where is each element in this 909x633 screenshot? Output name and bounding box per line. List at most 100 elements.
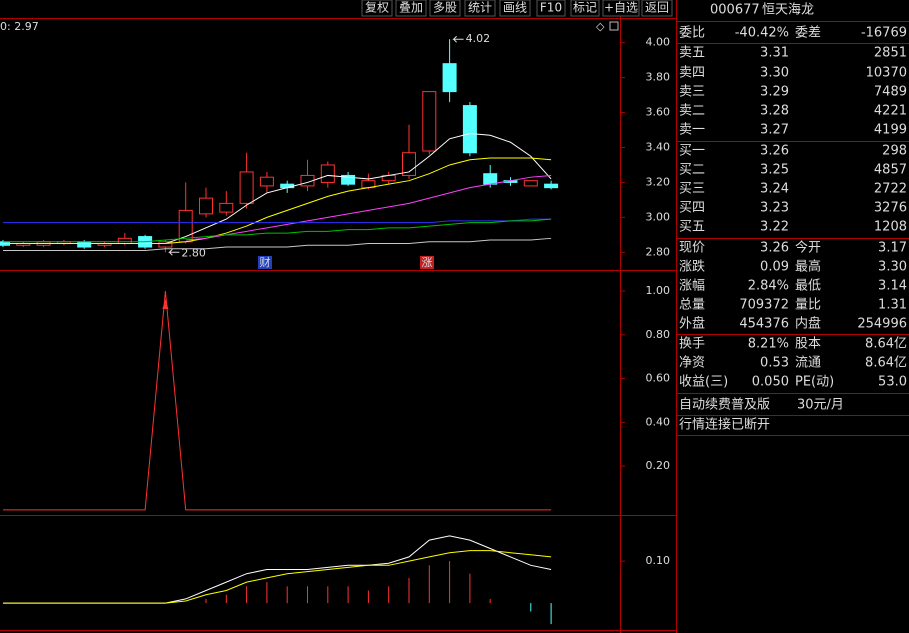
toolbar-label[interactable]: 返回 (645, 1, 669, 15)
quote-text: 总量 (679, 298, 705, 313)
quote-text: -40.42% (735, 26, 789, 41)
quote-text: 8.21% (748, 337, 789, 352)
toolbar-button[interactable] (641, 0, 673, 17)
toolbar-label[interactable]: 画线 (503, 1, 527, 15)
y-tick-label: 1.00 (646, 284, 671, 297)
peak-marker (162, 299, 169, 310)
quote-text: 3.28 (760, 104, 789, 119)
quote-text: 0.09 (760, 260, 789, 275)
quote-text: 卖四 (679, 66, 705, 81)
quote-text: 709372 (739, 298, 789, 313)
quote-text: 买三 (679, 182, 705, 197)
event-label[interactable]: 财 (260, 255, 271, 269)
candle-body (462, 105, 477, 154)
quote-text: 卖一 (679, 123, 705, 138)
status-text: 行情连接已断开 (679, 417, 770, 433)
y-tick-label: 3.40 (646, 141, 671, 154)
y-tick-label: 4.00 (646, 36, 671, 49)
quote-text: 3.17 (878, 241, 907, 256)
icon[interactable] (609, 21, 619, 31)
candle-body (442, 63, 457, 93)
candle-body (158, 241, 173, 248)
toolbar-label[interactable]: 叠加 (399, 1, 423, 15)
quote-text: 换手 (679, 337, 705, 352)
quote-text: 最高 (795, 259, 821, 275)
candle-body (483, 173, 498, 185)
toolbar-button[interactable] (570, 0, 600, 17)
y-tick-label: 0.40 (646, 415, 671, 428)
quote-text: 流通 (795, 356, 821, 371)
quote-text: 3.30 (878, 260, 907, 275)
quote-text: 3.26 (760, 241, 789, 256)
candle-body (280, 183, 295, 189)
toolbar-button[interactable] (429, 0, 461, 17)
event-label[interactable]: 涨 (422, 256, 433, 269)
candle-body (77, 241, 92, 248)
indicator-line (3, 290, 552, 511)
candle-body (239, 171, 254, 204)
y-tick-label: 3.60 (646, 106, 671, 119)
quote-text: 2.84% (748, 279, 789, 294)
quote-text: 3.22 (760, 220, 789, 235)
toolbar-button[interactable] (464, 0, 496, 17)
quote-text: 委比 (679, 26, 705, 41)
candle-body (523, 180, 538, 187)
toolbar-button[interactable] (536, 0, 566, 17)
y-tick-label: 0.10 (646, 554, 671, 567)
quote-text: 卖二 (679, 104, 705, 119)
toolbar-label[interactable]: 多股 (433, 1, 457, 15)
event-marker[interactable] (258, 256, 272, 269)
quote-text: 今开 (795, 240, 821, 256)
candle-body (422, 91, 437, 152)
quote-text: -16769 (861, 26, 907, 41)
ad-text: 自动续费普及版 (679, 398, 770, 413)
quote-text: 8.64亿 (865, 337, 907, 352)
quote-text: 1.31 (878, 298, 907, 313)
quote-text: 10370 (866, 66, 907, 81)
quote-text: 买四 (679, 201, 705, 216)
quote-text: 7489 (874, 85, 907, 100)
toolbar-label[interactable]: 标记 (573, 1, 597, 15)
toolbar-label[interactable]: F10 (540, 1, 562, 15)
quote-text: 3276 (874, 201, 907, 216)
toolbar-button[interactable] (395, 0, 427, 17)
quote-text: 买一 (679, 144, 705, 159)
quote-text: 8.64亿 (865, 356, 907, 371)
toolbar-button[interactable] (361, 0, 393, 17)
quote-text: 0.050 (752, 375, 789, 390)
annotation: 2.80 (181, 246, 206, 259)
stock-code: 000677 (710, 3, 760, 18)
toolbar-button[interactable] (602, 0, 640, 17)
quote-text: 涨跌 (679, 259, 705, 275)
quote-text: PE(动) (795, 375, 834, 390)
icon[interactable]: ◇ (596, 20, 605, 33)
quote-text: 3.14 (878, 279, 907, 294)
toolbar-label[interactable]: 复权 (365, 1, 389, 15)
quote-text: 4199 (874, 123, 907, 138)
quote-text: 委差 (795, 26, 821, 41)
ad-price: 30元/月 (797, 398, 844, 413)
quote-text: 3.29 (760, 85, 789, 100)
quote-text: 0.53 (760, 356, 789, 371)
quote-text: 4857 (874, 163, 907, 178)
candle-body (544, 183, 559, 189)
toolbar-label[interactable]: +自选 (604, 1, 638, 15)
event-marker[interactable] (420, 256, 434, 269)
quote-text: 3.27 (760, 123, 789, 138)
candle-body (320, 164, 335, 183)
quote-text: 股本 (795, 337, 821, 352)
quote-text: 最低 (795, 279, 821, 294)
quote-text: 现价 (679, 241, 705, 256)
legend-text: 0: 2.97 (0, 20, 39, 33)
toolbar-button[interactable] (499, 0, 531, 17)
stock-name: 恒天海龙 (762, 3, 814, 18)
quote-text: 298 (882, 144, 907, 159)
quote-text: 1208 (874, 220, 907, 235)
annotation-arrow (452, 35, 464, 43)
quote-text: 3.31 (760, 46, 789, 61)
quote-text: 2722 (874, 182, 907, 197)
toolbar: 复权 叠加 多股 统计 画线 F10 标记 +自选 返回 (361, 0, 673, 17)
toolbar-label[interactable]: 统计 (468, 1, 492, 15)
